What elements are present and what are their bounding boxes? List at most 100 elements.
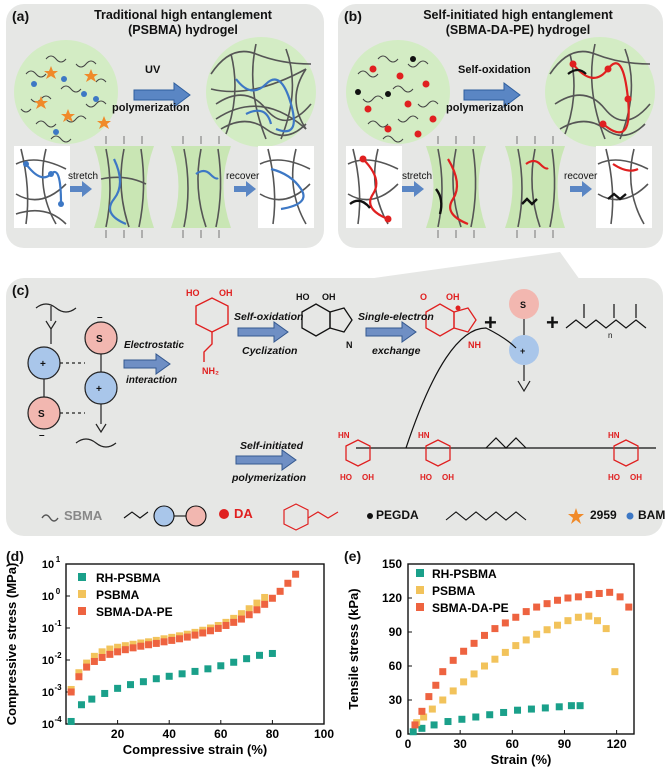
svg-text:OH: OH bbox=[630, 473, 642, 482]
gel-stretched-2-a bbox=[171, 146, 231, 228]
panel-a-title: Traditional high entanglement (PSBMA) hy… bbox=[48, 8, 318, 38]
legend-marker-e bbox=[416, 603, 424, 611]
svg-text:n: n bbox=[608, 331, 612, 340]
svg-text:HN: HN bbox=[418, 431, 430, 440]
data-point-d bbox=[67, 688, 75, 696]
panel-c-label: (c) bbox=[12, 282, 30, 298]
y-tick-label-e: 30 bbox=[389, 693, 403, 707]
data-point-e bbox=[602, 625, 610, 633]
data-point-d bbox=[88, 695, 96, 703]
data-point-d bbox=[176, 635, 184, 643]
polymerization-c-label: polymerization bbox=[232, 472, 307, 484]
data-point-d bbox=[243, 655, 251, 663]
y-tick-label-d: 10 bbox=[42, 655, 54, 667]
svg-text:HO: HO bbox=[296, 292, 310, 302]
data-point-e bbox=[585, 591, 593, 599]
panel-a-title-line2: (PSBMA) hydrogel bbox=[128, 23, 238, 37]
data-point-e bbox=[574, 613, 582, 621]
data-point-e bbox=[574, 593, 582, 601]
recover-arrow-b bbox=[570, 181, 592, 197]
svg-text:OH: OH bbox=[322, 292, 336, 302]
data-point-d bbox=[75, 673, 83, 681]
panel-b-title-line2: (SBMA-DA-PE) hydrogel bbox=[445, 23, 591, 37]
data-point-d bbox=[230, 614, 238, 622]
data-point-e bbox=[418, 724, 426, 732]
stretch-label-b: stretch bbox=[402, 171, 433, 182]
panel-b-title: Self-initiated high entanglement (SBMA-D… bbox=[378, 8, 658, 38]
data-point-d bbox=[256, 651, 263, 659]
precursor-solution-b bbox=[346, 40, 450, 144]
legend-label-d: RH-PSBMA bbox=[96, 571, 161, 585]
data-point-e bbox=[585, 612, 593, 620]
data-point-d bbox=[284, 579, 292, 587]
initiator-stars-a bbox=[34, 66, 111, 129]
stretch-label-a: stretch bbox=[68, 171, 99, 182]
data-point-d bbox=[237, 615, 245, 623]
single-electron-label: Single-electron bbox=[358, 311, 434, 323]
data-point-e bbox=[420, 713, 428, 721]
data-point-e bbox=[564, 617, 572, 625]
x-tick-label-d: 20 bbox=[111, 727, 125, 741]
data-point-d bbox=[165, 672, 173, 680]
chart-e: 0 30 60 90 120 0 30 60 90 120 150 Strain (%) Tensile… bbox=[346, 557, 635, 767]
data-point-e bbox=[501, 619, 509, 627]
recover-arrow-a bbox=[234, 181, 256, 197]
da-dots-b bbox=[364, 65, 437, 138]
x-tick-label-d: 100 bbox=[314, 727, 334, 741]
legend-pegda-dot bbox=[367, 513, 373, 519]
legend-label-e: SBMA-DA-PE bbox=[432, 601, 509, 615]
data-point-d bbox=[106, 650, 114, 658]
data-point-e bbox=[428, 705, 436, 713]
panel-b-illustration bbox=[346, 37, 655, 238]
data-point-e bbox=[470, 670, 478, 678]
data-point-d bbox=[90, 657, 98, 665]
data-point-d bbox=[77, 701, 85, 709]
y-tick-exp-d: -3 bbox=[54, 683, 62, 692]
plot-frame-d bbox=[65, 563, 325, 725]
panel-c-scheme: + S S + – – HO OH NH₂ HO OH N O OH NH + S + + n bbox=[27, 288, 656, 531]
dopamine-structure bbox=[195, 297, 229, 362]
data-point-e bbox=[409, 728, 417, 736]
legend-marker-d bbox=[78, 573, 86, 581]
data-point-d bbox=[129, 644, 137, 652]
stretch-arrow-a bbox=[70, 181, 92, 197]
electrostatic-arrow bbox=[123, 353, 171, 375]
legend-marker-d bbox=[78, 607, 86, 615]
data-point-d bbox=[106, 645, 114, 653]
uv-arrow bbox=[133, 82, 191, 108]
data-point-d bbox=[245, 611, 253, 619]
legend-marker-e bbox=[416, 586, 424, 594]
svg-text:+: + bbox=[546, 310, 559, 335]
data-point-e bbox=[458, 715, 466, 723]
data-point-d bbox=[129, 640, 137, 648]
svg-text:O: O bbox=[420, 292, 427, 302]
data-point-d bbox=[237, 610, 245, 618]
data-point-e bbox=[449, 687, 457, 695]
svg-text:S: S bbox=[520, 300, 526, 310]
svg-text:HO: HO bbox=[186, 288, 200, 298]
x-tick-label-e: 60 bbox=[506, 737, 520, 751]
electrostatic-line: Electrostatic bbox=[124, 340, 185, 351]
sbma-complex bbox=[27, 303, 118, 448]
data-point-e bbox=[567, 702, 575, 710]
data-point-d bbox=[168, 636, 176, 644]
data-point-d bbox=[145, 641, 153, 649]
y-tick-label-e: 0 bbox=[395, 727, 402, 741]
data-point-e bbox=[512, 642, 520, 650]
self-oxidation-arrow bbox=[463, 82, 521, 108]
legend-da-dot bbox=[219, 509, 229, 519]
interaction-label: interaction bbox=[126, 375, 178, 386]
data-point-e bbox=[501, 648, 509, 656]
data-point-d bbox=[276, 587, 284, 595]
data-point-d bbox=[191, 631, 199, 639]
self-oxidation-label: Self-oxidation bbox=[458, 64, 531, 76]
data-point-e bbox=[480, 631, 488, 639]
oxidation-arrow bbox=[237, 321, 289, 343]
legend-label-e: PSBMA bbox=[432, 584, 476, 598]
x-axis-title-d: Compressive strain (%) bbox=[123, 742, 268, 757]
data-point-d bbox=[114, 684, 122, 692]
data-point-e bbox=[480, 662, 488, 670]
data-point-e bbox=[606, 588, 614, 596]
data-point-d bbox=[204, 665, 212, 673]
panel-a-title-line1: Traditional high entanglement bbox=[94, 8, 272, 22]
